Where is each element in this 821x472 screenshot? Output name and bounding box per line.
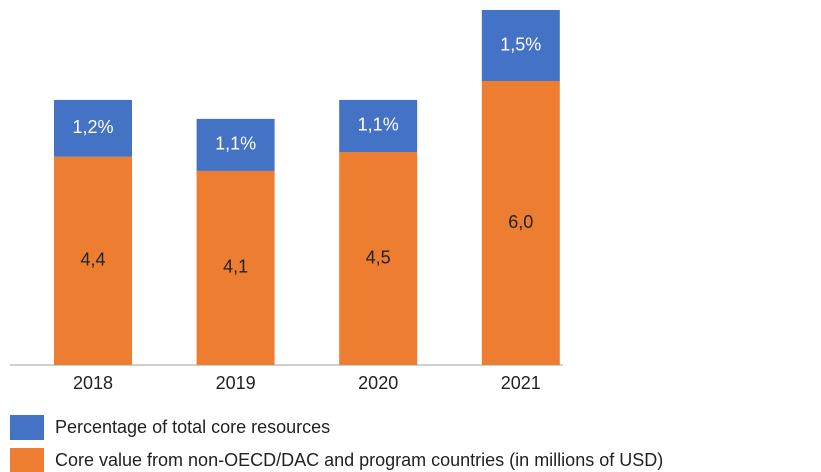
data-label: 1,1% xyxy=(358,115,399,135)
bar-segment xyxy=(339,99,418,152)
bar-segment xyxy=(481,81,560,365)
bar-segment xyxy=(196,170,275,365)
data-label: 1,1% xyxy=(215,134,256,154)
legend-swatch xyxy=(10,448,44,472)
x-tick-label: 2019 xyxy=(216,373,256,393)
data-label: 4,4 xyxy=(80,250,105,270)
bar-segment xyxy=(481,10,560,81)
x-tick-label: 2021 xyxy=(501,373,541,393)
data-label: 1,2% xyxy=(72,117,113,137)
bar-segment xyxy=(54,156,132,365)
data-label: 1,5% xyxy=(500,34,541,54)
bar-segment xyxy=(339,152,418,365)
data-label: 4,5 xyxy=(366,247,391,267)
data-label: 6,0 xyxy=(508,212,533,232)
bar-segment xyxy=(196,118,275,171)
legend-label: Percentage of total core resources xyxy=(55,417,330,437)
data-label: 4,1 xyxy=(223,257,248,277)
legend-swatch xyxy=(10,415,44,440)
legend-label: Core value from non-OECD/DAC and program… xyxy=(55,450,663,470)
x-tick-label: 2018 xyxy=(73,373,113,393)
x-tick-label: 2020 xyxy=(358,373,398,393)
bar-segment xyxy=(54,99,132,157)
